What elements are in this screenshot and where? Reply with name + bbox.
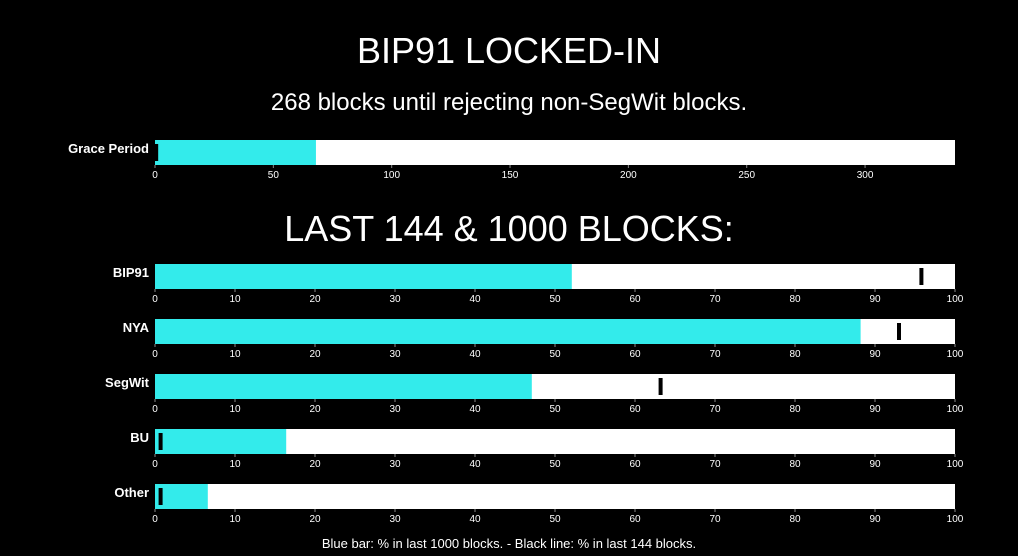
tick-label-other-60: 60 [629, 514, 641, 525]
tick-label-other-70: 70 [709, 514, 721, 525]
marker-line-bip91 [919, 268, 924, 285]
tick-label-bip91-80: 80 [789, 294, 801, 305]
tick-label-segwit-50: 50 [549, 404, 561, 415]
category-label-segwit: SegWit [105, 375, 150, 390]
category-label-nya: NYA [123, 320, 150, 335]
tick-label-bip91-0: 0 [152, 294, 158, 305]
tick-label-bip91-20: 20 [309, 294, 321, 305]
tick-label-grace-period-100: 100 [383, 170, 400, 181]
value-bar-segwit [155, 374, 532, 399]
tick-label-other-30: 30 [389, 514, 401, 525]
tick-label-nya-70: 70 [709, 349, 721, 360]
marker-line-other [158, 488, 163, 505]
legend-note: Blue bar: % in last 1000 blocks. - Black… [321, 536, 697, 551]
tick-label-bu-70: 70 [709, 459, 721, 470]
tick-label-bip91-60: 60 [629, 294, 641, 305]
tick-label-nya-100: 100 [947, 349, 964, 360]
tick-label-bip91-50: 50 [549, 294, 561, 305]
tick-label-bu-20: 20 [309, 459, 321, 470]
tick-label-other-0: 0 [152, 514, 158, 525]
tick-label-other-10: 10 [229, 514, 241, 525]
tick-label-segwit-90: 90 [869, 404, 881, 415]
tick-label-bip91-30: 30 [389, 294, 401, 305]
tick-label-segwit-30: 30 [389, 404, 401, 415]
tick-label-bu-100: 100 [947, 459, 964, 470]
tick-label-segwit-100: 100 [947, 404, 964, 415]
marker-line-segwit [658, 378, 663, 395]
marker-line-grace-period [154, 144, 159, 161]
tick-label-other-100: 100 [947, 514, 964, 525]
value-bar-bip91 [155, 264, 572, 289]
value-bar-grace-period [155, 140, 316, 165]
tick-label-segwit-70: 70 [709, 404, 721, 415]
tick-label-nya-40: 40 [469, 349, 481, 360]
tick-label-nya-10: 10 [229, 349, 241, 360]
tick-label-bu-40: 40 [469, 459, 481, 470]
tick-label-bu-50: 50 [549, 459, 561, 470]
tick-label-nya-50: 50 [549, 349, 561, 360]
tick-label-bu-10: 10 [229, 459, 241, 470]
tick-label-bu-0: 0 [152, 459, 158, 470]
tick-label-segwit-60: 60 [629, 404, 641, 415]
page-title: BIP91 LOCKED-IN [356, 30, 662, 71]
tick-label-nya-0: 0 [152, 349, 158, 360]
tick-label-nya-90: 90 [869, 349, 881, 360]
tick-label-grace-period-250: 250 [738, 170, 755, 181]
tick-label-grace-period-200: 200 [620, 170, 637, 181]
section-title: LAST 144 & 1000 BLOCKS: [284, 208, 734, 249]
tick-label-segwit-80: 80 [789, 404, 801, 415]
tick-label-other-80: 80 [789, 514, 801, 525]
marker-line-nya [897, 323, 901, 340]
value-bar-bu [155, 429, 287, 454]
tick-label-grace-period-0: 0 [152, 170, 158, 181]
tick-label-bip91-40: 40 [469, 294, 481, 305]
tick-label-segwit-40: 40 [469, 404, 481, 415]
tick-label-other-20: 20 [309, 514, 321, 525]
tick-label-nya-20: 20 [309, 349, 321, 360]
value-bar-other [155, 484, 208, 509]
value-bar-nya [155, 319, 861, 344]
tick-label-segwit-0: 0 [152, 404, 158, 415]
tick-label-nya-60: 60 [629, 349, 641, 360]
tick-label-segwit-10: 10 [229, 404, 241, 415]
track-other [155, 484, 955, 509]
category-label-grace-period: Grace Period [68, 141, 149, 156]
tick-label-bip91-70: 70 [709, 294, 721, 305]
tick-label-other-40: 40 [469, 514, 481, 525]
tick-label-bu-30: 30 [389, 459, 401, 470]
category-label-other: Other [114, 485, 149, 500]
tick-label-bip91-100: 100 [947, 294, 964, 305]
tick-label-grace-period-300: 300 [857, 170, 874, 181]
marker-line-bu [158, 433, 163, 450]
tick-label-bip91-90: 90 [869, 294, 881, 305]
tick-label-segwit-20: 20 [309, 404, 321, 415]
category-label-bip91: BIP91 [113, 265, 149, 280]
tick-label-grace-period-50: 50 [268, 170, 280, 181]
tick-label-other-50: 50 [549, 514, 561, 525]
page-subtitle: 268 blocks until rejecting non-SegWit bl… [270, 89, 748, 116]
tick-label-bip91-10: 10 [229, 294, 241, 305]
category-label-bu: BU [130, 430, 149, 445]
tick-label-grace-period-150: 150 [502, 170, 519, 181]
tick-label-bu-90: 90 [869, 459, 881, 470]
tick-label-bu-80: 80 [789, 459, 801, 470]
tick-label-nya-30: 30 [389, 349, 401, 360]
tick-label-bu-60: 60 [629, 459, 641, 470]
tick-label-nya-80: 80 [789, 349, 801, 360]
tick-label-other-90: 90 [869, 514, 881, 525]
track-bu [155, 429, 955, 454]
